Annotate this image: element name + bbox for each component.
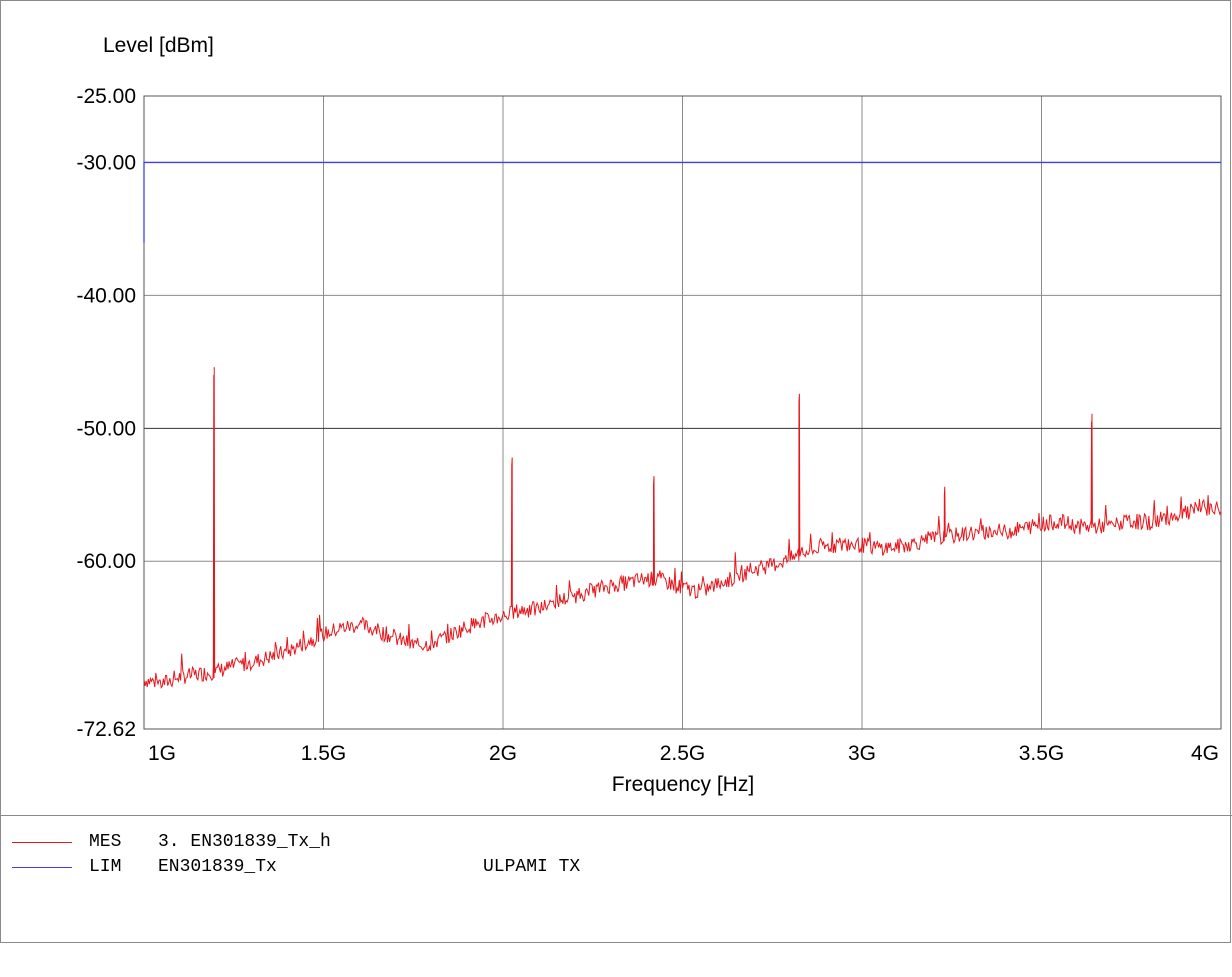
x-tick-label: 2.5G (660, 742, 706, 765)
x-tick-label: 1.5G (301, 742, 347, 765)
series-line-mes (143, 367, 1222, 689)
plot-area: -25.00 -30.00 -40.00 -50.00 -60.00 -72.62 1G 1.… (76, 85, 1222, 765)
y-tick-label: -40.00 (76, 284, 136, 307)
y-tick-label: -72.62 (76, 718, 136, 741)
y-axis-label: Level [dBm] (103, 34, 214, 57)
y-tick-label: -30.00 (76, 151, 136, 174)
chart-frame (0, 0, 1231, 943)
x-tick-label: 1G (148, 742, 176, 765)
legend-divider (0, 815, 1232, 816)
x-tick-label: 3G (848, 742, 876, 765)
y-tick-label: -50.00 (76, 417, 136, 440)
series-line-lim (143, 161, 1221, 243)
plot-border (143, 95, 1222, 730)
x-tick-label: 4G (1191, 742, 1219, 765)
x-tick-label: 2G (489, 742, 517, 765)
y-tick-label: -60.00 (76, 550, 136, 573)
x-axis-label: Frequency [Hz] (611, 773, 755, 796)
y-tick-label: -25.00 (76, 85, 136, 108)
x-tick-label: 3.5G (1019, 742, 1065, 765)
